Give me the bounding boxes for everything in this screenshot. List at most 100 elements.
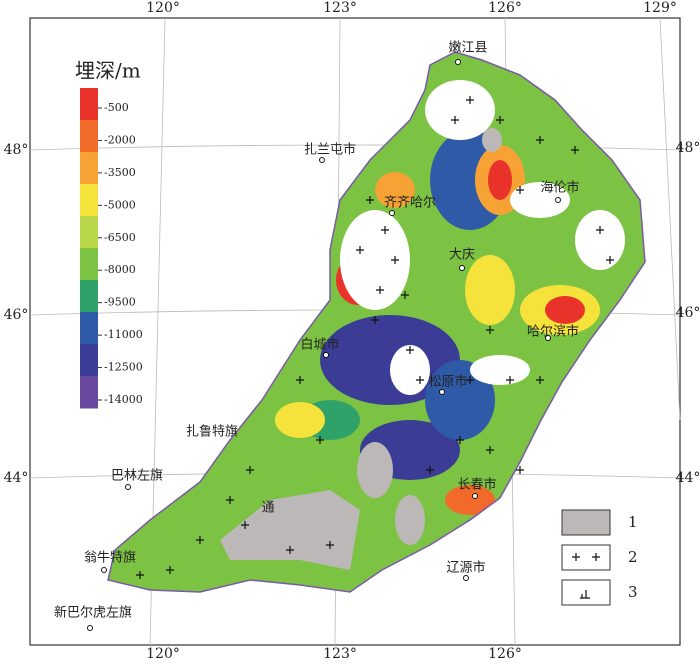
plus-symbol [596,226,604,234]
colorbar-tick-label: -500 [104,101,129,114]
colorbar-tick-label: -6500 [104,231,136,244]
colorbar-tick-label: -12500 [104,361,143,374]
plus-symbol [486,446,494,454]
graticule-label: 46° [4,307,29,323]
graticule-label: 44° [4,470,29,486]
meridian [659,17,681,421]
place-name: 扎鲁特旗 [186,424,238,440]
plus-symbol [246,466,254,474]
plus-symbol [516,186,524,194]
legend-label: 2 [628,548,638,566]
graticule-label: 46° [676,305,700,321]
plus-symbol [496,116,504,124]
uplift [220,490,360,570]
labels: 120° 123° 126° 129° 120° 123° 126° 48° 46° 44° 48°… [4,0,700,662]
graticule-label: 120° [146,0,180,16]
place-marker [545,335,551,341]
depth-zone [425,360,495,440]
legend-label: 1 [628,513,638,531]
colorbar-tick-label: -8000 [104,263,136,276]
place-marker [439,389,445,395]
colorbar: -500 -2000 -3500 -5000 -6500 -8000 -9500 -11000… [80,88,143,409]
plus-symbol [376,286,384,294]
legend-swatch [561,509,611,536]
graticule-label: 123° [323,646,357,661]
plus-symbol [136,571,144,579]
place-name: 扎兰屯市 [304,142,356,158]
plus-symbol [286,546,294,554]
graticule-label: 120° [146,646,180,661]
place-name: 齐齐哈尔 [384,195,436,211]
uplift [357,442,393,498]
plus-symbol [391,256,399,264]
colorbar-band [80,120,98,153]
graticule-label: 44° [676,470,700,486]
outcrop [575,210,625,270]
legend-symbol [580,590,590,599]
plus-symbol [406,346,414,354]
colorbar-band [80,280,98,313]
map-frame [29,17,681,646]
plus-symbol [456,436,464,444]
outcrop [510,182,570,218]
place-name: 白城市 [300,337,339,353]
colorbar-band [80,184,98,217]
plus-symbol [241,521,249,529]
plus-symbol [196,536,204,544]
colorbar-tick-label: -5000 [104,198,136,211]
place-marker [459,265,465,271]
place-name: 海伦市 [540,180,579,196]
plus-symbol [486,326,494,334]
colorbar-band [80,312,98,345]
plus-symbol [536,376,544,384]
colorbar-tick-label: -9500 [104,296,136,309]
place-marker [389,210,395,216]
place-name: 巴林左旗 [111,468,163,484]
plus-symbol [381,226,389,234]
legend-symbol [572,553,600,561]
place-marker [319,157,325,163]
colorbar-band [80,216,98,249]
place-name: 长春市 [457,477,496,493]
place-marker [125,484,131,490]
colorbar-band [80,344,98,377]
place-marker [87,625,93,631]
plus-symbol [296,376,304,384]
plus-symbol [356,246,364,254]
place-marker [455,59,461,65]
outcrop [470,355,530,385]
place-marker [555,197,561,203]
colorbar-tick-label: -14000 [104,393,143,406]
plus-symbol [426,466,434,474]
colorbar-band [80,88,98,121]
place-marker [472,493,478,499]
place-name: 哈尔滨市 [527,324,579,340]
legend: 1 2 3 [561,509,638,606]
plus-symbol [326,541,334,549]
colorbar-band [80,376,98,409]
plus-symbol [536,136,544,144]
place-name: 翁牛特旗 [84,550,136,566]
graticule-label: 126° [488,646,522,661]
uplift [482,128,502,152]
place-marker [463,575,469,581]
plus-symbol [316,436,324,444]
colorbar-tick-label: -2000 [104,133,136,146]
outcrop [340,210,410,310]
place-name: 嫩江县 [448,41,487,56]
colorbar-tick-label: -3500 [104,166,136,179]
plus-symbol [606,256,614,264]
colorbar-tick-label: -11000 [104,328,143,341]
depth-zone [445,485,495,515]
plus-symbol [401,291,409,299]
plus-symbol [226,496,234,504]
place-marker [323,352,329,358]
plus-symbol [466,96,474,104]
depth-zone [465,255,515,325]
plus-symbol [506,376,514,384]
graticule-label: 123° [323,0,357,16]
outcrop [425,80,495,140]
place-name: 通 [261,501,274,516]
colorbar-band [80,248,98,281]
